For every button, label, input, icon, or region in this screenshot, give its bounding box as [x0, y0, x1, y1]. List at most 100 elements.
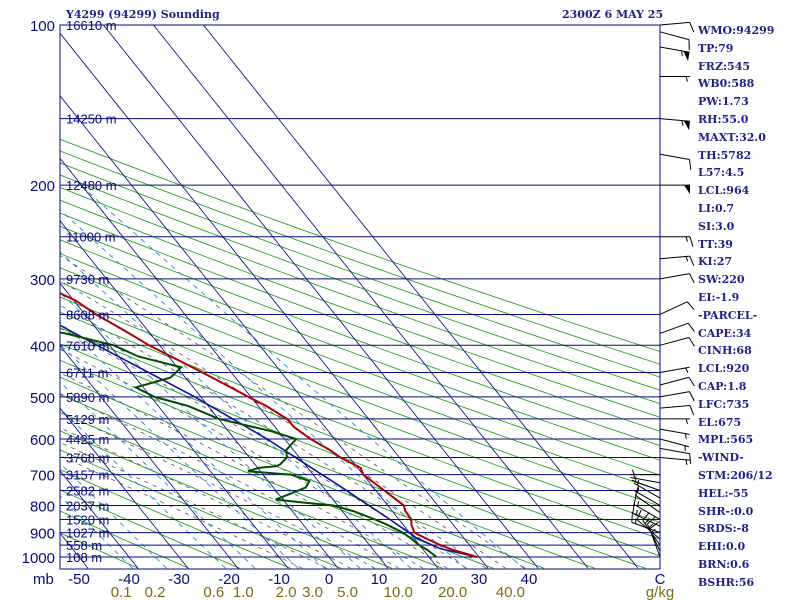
param-item: TP:79: [698, 41, 734, 55]
wind-barb: [659, 21, 695, 33]
pressure-tick-label: 100: [30, 18, 55, 35]
dry-adiabat-line: [60, 510, 190, 569]
param-item: CAP:1.8: [698, 379, 747, 393]
wind-barb: [659, 255, 695, 266]
height-label: 2582 m: [66, 484, 109, 499]
barb-full: [646, 516, 656, 525]
dry-adiabat-line: [60, 225, 660, 447]
wind-barb: [642, 512, 661, 546]
wind-barb: [659, 438, 690, 451]
barb-full: [689, 255, 695, 266]
param-item: FRZ:545: [698, 59, 751, 73]
mixing-ratio-tick-label: 1.0: [233, 584, 254, 600]
height-label: 1027 m: [66, 526, 109, 541]
temperature-tick-label: 20: [421, 571, 438, 588]
isotherm-line: [60, 282, 289, 569]
barb-staff: [659, 118, 690, 122]
dry-adiabat-line: [60, 296, 660, 523]
temperature-line: [60, 292, 478, 558]
barb-half: [685, 433, 687, 439]
wind-barb: [660, 76, 690, 82]
param-item: SHR-:0.0: [698, 504, 754, 518]
barb-staff: [636, 519, 661, 540]
temperature-tick-label: 10: [371, 571, 388, 588]
parameter-list: WMO:94299 TP:79 FRZ:545 WB0:588 PW:1.73 RH:55…: [698, 22, 798, 592]
param-item: WB0:588: [698, 77, 755, 91]
barb-staff: [630, 476, 661, 484]
param-item: LCL:964: [698, 184, 750, 198]
sounding-title: Y4299 (94299) Sounding: [66, 8, 220, 21]
barb-staff: [659, 447, 690, 455]
wind-barb: [659, 337, 695, 347]
barb-half: [685, 459, 688, 465]
mixing-ratio-tick-label: 3.0: [302, 584, 323, 600]
barb-staff: [659, 273, 690, 280]
barb-half: [681, 120, 684, 126]
pressure-tick-label: 900: [30, 526, 55, 543]
height-label: 7610 m: [66, 338, 109, 353]
sounding-time: 2300Z 6 MAY 25: [562, 8, 664, 21]
barb-full: [687, 322, 695, 332]
wind-barb: [659, 118, 690, 131]
mixing-ratio-tick-label: 2.0: [276, 584, 297, 600]
parcel-line: [60, 324, 478, 558]
barb-staff: [659, 366, 690, 374]
param-item: LCL:920: [698, 362, 750, 376]
mixing-ratio-tick-label: 5.0: [337, 584, 358, 600]
dry-adiabat-line: [60, 239, 660, 461]
barb-full: [631, 511, 633, 523]
barb-staff: [659, 301, 688, 315]
barb-half: [681, 50, 683, 57]
dry-adiabat-line: [60, 162, 660, 378]
isotherm-line: [60, 32, 489, 569]
wind-barb: [631, 476, 661, 492]
barb-staff: [659, 391, 690, 398]
wind-barb: [659, 31, 690, 51]
barb-full: [634, 485, 640, 496]
isotherm-line: [60, 220, 339, 569]
barb-flag: [683, 51, 690, 62]
barb-staff: [659, 428, 690, 435]
temperature-tick-label: -10: [268, 571, 290, 588]
barb-full: [688, 337, 695, 347]
wind-barb: [631, 511, 661, 534]
param-item: EL:675: [698, 415, 742, 429]
barb-half: [648, 523, 654, 528]
barb-staff: [659, 337, 690, 346]
param-item: LFC:735: [698, 397, 750, 411]
barb-half: [685, 236, 688, 242]
temperature-tick-label: -20: [218, 571, 240, 588]
temperature-tick-label: -30: [168, 571, 190, 588]
barb-full: [686, 301, 695, 310]
wind-barb: [659, 46, 690, 62]
wind-barbs: [630, 21, 695, 558]
dry-adiabat-line: [60, 253, 660, 476]
isotherm-line: [153, 25, 589, 569]
wind-barb: [659, 447, 692, 465]
height-label: 2037 m: [66, 498, 109, 513]
barb-staff: [659, 405, 690, 409]
dry-adiabats: [60, 138, 660, 569]
isobars: [60, 24, 660, 558]
param-item: TT:39: [698, 237, 733, 251]
param-item: EHI:0.0: [698, 540, 746, 554]
dry-adiabat-line: [60, 174, 660, 391]
param-item: WMO:94299: [698, 24, 775, 37]
mixing-ratio-tick-label: 20.0: [438, 584, 467, 600]
wind-barb: [659, 322, 695, 334]
barb-full: [689, 159, 692, 170]
pressure-tick-label: 800: [30, 498, 55, 515]
mixing-ratio-tick-label: 10.0: [384, 584, 413, 600]
dry-adiabat-line: [60, 327, 660, 557]
barb-staff: [659, 376, 690, 386]
barb-staff: [635, 494, 661, 513]
dry-adiabat-line: [60, 138, 660, 353]
mixing-ratio-line: [60, 292, 361, 569]
wind-barb: [660, 236, 694, 247]
barb-half: [685, 367, 689, 373]
isotherm-line: [103, 25, 539, 569]
param-item: STM:206/12: [698, 468, 773, 482]
barb-flag: [683, 120, 690, 131]
height-label: 5890 m: [66, 390, 109, 405]
